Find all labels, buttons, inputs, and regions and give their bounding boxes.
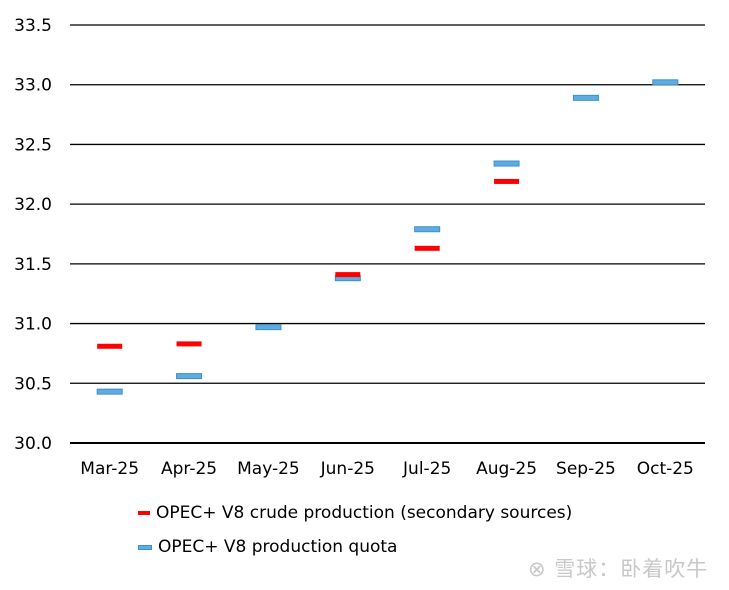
quota-marker [176, 373, 203, 380]
x-tick-label: May-25 [237, 459, 300, 479]
watermark-text: 雪球：卧着吹牛 [554, 557, 709, 581]
production-marker [414, 245, 440, 251]
production-marker [494, 178, 520, 184]
watermark: ⊗ 雪球：卧着吹牛 [528, 553, 708, 583]
legend-label-production: OPEC+ V8 crude production (secondary sou… [156, 503, 573, 523]
y-tick-label: 33.5 [14, 16, 52, 36]
x-tick-label: Apr-25 [161, 459, 217, 479]
y-tick-label: 30.5 [14, 374, 52, 394]
legend-swatch-production [138, 511, 150, 515]
watermark-logo-icon: ⊗ [528, 557, 555, 581]
y-tick-label: 31.0 [14, 315, 52, 335]
legend-label-quota: OPEC+ V8 production quota [158, 537, 398, 557]
legend-item-production: OPEC+ V8 crude production (secondary sou… [138, 503, 572, 523]
quota-marker [96, 388, 123, 395]
y-tick-label: 31.5 [14, 255, 52, 275]
chart: 30.0 30.5 31.0 31.5 32.0 32.5 33.0 33.5 Mar-25 Ap… [14, 16, 705, 479]
quota-marker [493, 160, 520, 167]
x-tick-label: Jul-25 [402, 459, 451, 479]
x-tick-label: Mar-25 [80, 459, 139, 479]
quota-marker [255, 324, 282, 331]
x-tick-label: Oct-25 [637, 459, 694, 479]
legend-item-quota: OPEC+ V8 production quota [138, 537, 397, 557]
x-tick-label: Sep-25 [556, 459, 616, 479]
legend-swatch-quota [138, 544, 152, 550]
production-marker [97, 343, 123, 349]
quota-marker [572, 94, 599, 101]
y-tick-label: 32.5 [14, 135, 52, 155]
quota-marker [652, 79, 679, 86]
y-tick-label: 32.0 [14, 195, 52, 215]
production-marker [176, 341, 202, 347]
y-tick-label: 33.0 [14, 76, 52, 96]
production-marker [335, 272, 361, 278]
quota-marker [414, 226, 441, 233]
x-tick-label: Aug-25 [476, 459, 537, 479]
y-tick-label: 30.0 [14, 434, 52, 454]
x-tick-label: Jun-25 [320, 459, 375, 479]
